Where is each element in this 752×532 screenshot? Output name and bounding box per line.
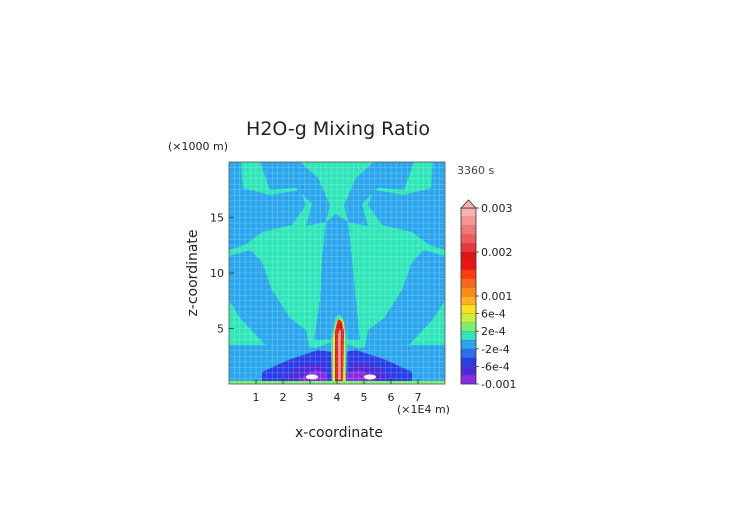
y-tick-label: 15 <box>210 212 224 225</box>
dry-pocket-right <box>364 374 376 380</box>
x-tick-label: 4 <box>334 391 341 404</box>
colorbar-swatch <box>461 313 476 323</box>
colorbar-swatch <box>461 296 476 305</box>
region-center-column <box>314 214 360 340</box>
y-unit-label: (×1000 m) <box>168 140 228 153</box>
colorbar-swatch <box>461 348 476 358</box>
colorbar-swatch <box>461 287 476 296</box>
axes: 1 2 3 4 5 6 7 5 10 15 <box>210 212 422 405</box>
x-axis-label: x-coordinate <box>295 425 383 441</box>
colorbar-tick-label: 2e-4 <box>481 325 506 338</box>
region-upper-mid-left <box>260 162 330 226</box>
x-tick-label: 3 <box>307 391 314 404</box>
region-side-right <box>364 250 445 352</box>
grid-lines <box>229 162 445 384</box>
colorbar-swatch <box>461 331 476 340</box>
x-tick-label: 6 <box>388 391 395 404</box>
colorbar-swatch <box>461 269 476 279</box>
x-tick-label: 1 <box>253 391 260 404</box>
plume-core <box>338 330 341 380</box>
region-upper-right <box>368 162 445 250</box>
x-tick-label: 5 <box>361 391 368 404</box>
colorbar-extend-arrow <box>460 199 477 209</box>
colorbar-swatch <box>461 304 476 314</box>
colorbar-swatch <box>461 208 476 217</box>
colorbar: 0.003 0.002 0.001 6e-4 2e-4 -2e-4 -6e-4 -0.001 <box>460 199 516 391</box>
colorbar-tick-label: 0.002 <box>481 246 513 259</box>
y-tick-label: 10 <box>210 267 224 280</box>
x-tick-label: 7 <box>415 391 422 404</box>
region-trough-core-right <box>346 370 374 384</box>
dry-pocket-left <box>306 374 318 380</box>
colorbar-swatch <box>461 252 476 261</box>
x-unit-label: (×1E4 m) <box>397 403 450 416</box>
colorbar-tick-label: -0.001 <box>481 378 516 391</box>
chart-title: H2O-g Mixing Ratio <box>246 118 430 140</box>
colorbar-tick-label: -2e-4 <box>481 343 510 356</box>
colorbar-swatch <box>461 366 476 376</box>
colorbar-swatch <box>461 243 476 252</box>
x-tick-label: 2 <box>280 391 287 404</box>
colorbar-swatch <box>461 216 476 226</box>
colorbar-tick-label: 0.003 <box>481 202 513 215</box>
colorbar-swatch <box>461 357 476 367</box>
region-upper-mid-right <box>344 162 414 226</box>
time-label: 3360 s <box>457 164 494 177</box>
colorbar-swatch <box>461 225 476 235</box>
colorbar-swatch <box>461 234 476 244</box>
y-tick-label: 5 <box>217 323 224 336</box>
colorbar-tick-label: 0.001 <box>481 290 513 303</box>
colorbar-swatch <box>461 340 476 349</box>
colorbar-swatch <box>461 322 476 332</box>
colorbar-swatch <box>461 260 476 270</box>
y-axis-label: z-coordinate <box>185 229 201 316</box>
colorbar-swatch <box>461 375 476 384</box>
colorbar-tick-label: -6e-4 <box>481 360 510 373</box>
colorbar-swatch <box>461 278 476 288</box>
region-side-left <box>229 250 310 352</box>
colorbar-tick-label: 6e-4 <box>481 308 506 321</box>
region-upper-left <box>229 162 306 250</box>
